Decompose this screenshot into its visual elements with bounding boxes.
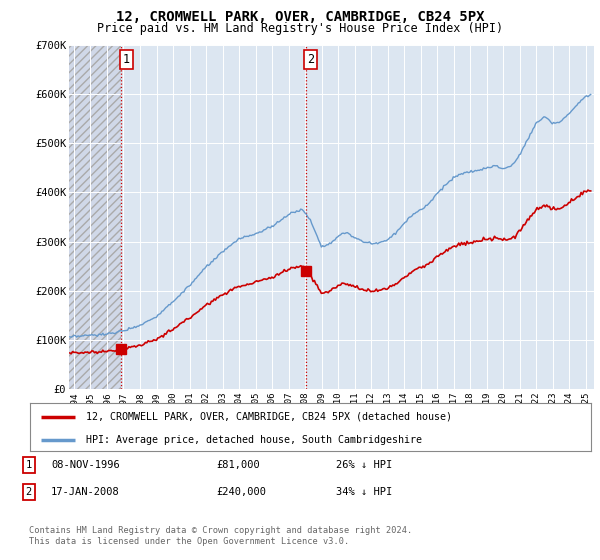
Text: 34% ↓ HPI: 34% ↓ HPI [336, 487, 392, 497]
Text: 08-NOV-1996: 08-NOV-1996 [51, 460, 120, 470]
Text: £240,000: £240,000 [216, 487, 266, 497]
Text: Price paid vs. HM Land Registry's House Price Index (HPI): Price paid vs. HM Land Registry's House … [97, 22, 503, 35]
Text: 1: 1 [122, 53, 130, 66]
Text: £81,000: £81,000 [216, 460, 260, 470]
Text: 1: 1 [26, 460, 32, 470]
Text: 2: 2 [26, 487, 32, 497]
Text: HPI: Average price, detached house, South Cambridgeshire: HPI: Average price, detached house, Sout… [86, 435, 422, 445]
Text: 26% ↓ HPI: 26% ↓ HPI [336, 460, 392, 470]
Text: 2: 2 [307, 53, 314, 66]
Text: 17-JAN-2008: 17-JAN-2008 [51, 487, 120, 497]
Bar [69, 45, 121, 389]
Text: 12, CROMWELL PARK, OVER, CAMBRIDGE, CB24 5PX: 12, CROMWELL PARK, OVER, CAMBRIDGE, CB24… [116, 10, 484, 24]
Text: 12, CROMWELL PARK, OVER, CAMBRIDGE, CB24 5PX (detached house): 12, CROMWELL PARK, OVER, CAMBRIDGE, CB24… [86, 412, 452, 422]
Text: Contains HM Land Registry data © Crown copyright and database right 2024.
This d: Contains HM Land Registry data © Crown c… [29, 526, 412, 546]
